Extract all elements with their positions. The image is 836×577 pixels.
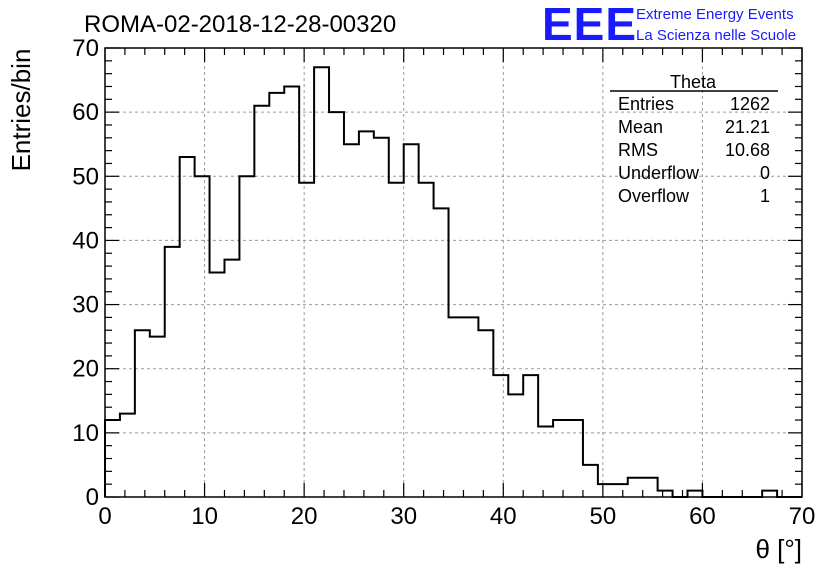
y-tick-label: 70 [72,35,99,62]
x-axis-label: θ [°] [755,534,802,564]
y-tick-label: 10 [72,420,99,447]
x-tick-labels: 0 10 20 30 40 50 60 70 [98,503,815,530]
x-tick-label: 60 [689,503,716,530]
x-tick-label: 70 [789,503,816,530]
stats-row: Entries 1262 [618,94,770,114]
eee-logo: EEE [542,0,637,50]
x-tick-label: 20 [291,503,318,530]
grid-lines [105,48,802,497]
x-tick-label: 10 [191,503,218,530]
axis-ticks [104,47,803,498]
run-title: ROMA-02-2018-12-28-00320 [84,11,396,38]
stats-value: 0 [760,163,770,183]
y-tick-label: 50 [72,163,99,190]
plot-frame [104,47,803,498]
y-tick-label: 0 [86,484,99,511]
histogram-series [104,66,802,498]
logo-line1: Extreme Energy Events [636,6,794,23]
stats-value: 1 [760,186,770,206]
stats-row: Mean 21.21 [618,117,770,137]
stats-label: Entries [618,94,674,114]
y-axis-label: Entries/bin [6,49,36,172]
y-tick-label: 30 [72,292,99,319]
y-tick-label: 40 [72,227,99,254]
stats-label: Underflow [618,163,700,183]
stats-row: Overflow 1 [618,186,770,206]
logo-line2: La Scienza nelle Scuole [636,27,796,44]
x-tick-label: 40 [490,503,517,530]
stats-label: RMS [618,140,658,160]
stats-label: Mean [618,117,663,137]
stats-value: 21.21 [725,117,770,137]
stats-label: Overflow [618,186,690,206]
y-tick-label: 20 [72,356,99,383]
stats-box: Theta Entries 1262 Mean 21.21 RMS 10.68 … [610,72,778,206]
stats-row: RMS 10.68 [618,140,770,160]
x-tick-label: 0 [98,503,111,530]
stats-value: 1262 [730,94,770,114]
y-tick-labels: 0 10 20 30 40 50 60 70 [72,35,99,511]
y-tick-label: 60 [72,99,99,126]
stats-title: Theta [670,72,717,92]
x-tick-label: 50 [590,503,617,530]
stats-value: 10.68 [725,140,770,160]
x-tick-label: 30 [390,503,417,530]
stats-row: Underflow 0 [618,163,770,183]
